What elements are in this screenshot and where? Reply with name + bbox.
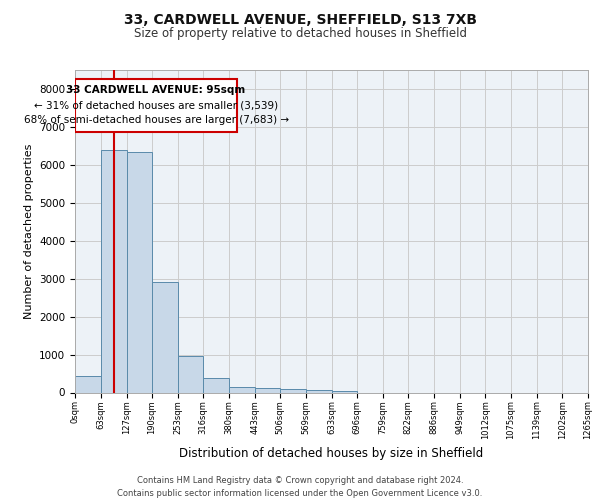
Text: 33, CARDWELL AVENUE, SHEFFIELD, S13 7XB: 33, CARDWELL AVENUE, SHEFFIELD, S13 7XB: [124, 12, 476, 26]
Text: Contains HM Land Registry data © Crown copyright and database right 2024.
Contai: Contains HM Land Registry data © Crown c…: [118, 476, 482, 498]
Bar: [127, 152, 152, 392]
Bar: [306, 390, 332, 392]
Bar: [75, 376, 101, 392]
X-axis label: Distribution of detached houses by size in Sheffield: Distribution of detached houses by size …: [179, 448, 484, 460]
Bar: [152, 282, 178, 393]
Bar: [75, 78, 237, 132]
Text: Size of property relative to detached houses in Sheffield: Size of property relative to detached ho…: [133, 28, 467, 40]
Bar: [280, 389, 306, 392]
Bar: [203, 378, 229, 392]
Bar: [101, 150, 127, 392]
Bar: [229, 387, 254, 392]
Bar: [178, 356, 203, 392]
Text: 68% of semi-detached houses are larger (7,683) →: 68% of semi-detached houses are larger (…: [23, 115, 289, 125]
Y-axis label: Number of detached properties: Number of detached properties: [23, 144, 34, 319]
Bar: [332, 390, 357, 392]
Text: 33 CARDWELL AVENUE: 95sqm: 33 CARDWELL AVENUE: 95sqm: [67, 86, 246, 96]
Bar: [254, 388, 280, 392]
Text: ← 31% of detached houses are smaller (3,539): ← 31% of detached houses are smaller (3,…: [34, 100, 278, 110]
